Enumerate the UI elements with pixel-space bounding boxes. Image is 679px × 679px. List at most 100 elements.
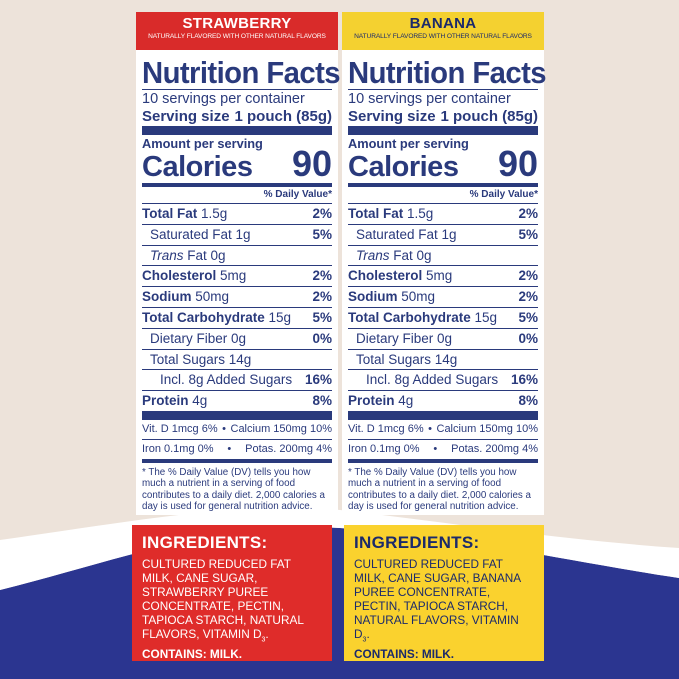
ingredients-end: . bbox=[265, 627, 269, 641]
carb-amount: 15g bbox=[474, 309, 498, 325]
ingredients-text: CULTURED REDUCED FAT MILK, CANE SUGAR, S… bbox=[142, 557, 322, 647]
total-fat-label: Total Fat bbox=[142, 206, 198, 221]
dietary-fiber-row: Dietary Fiber 0g 0% bbox=[348, 327, 538, 349]
ingredients-box: INGREDIENTS: CULTURED REDUCED FAT MILK, … bbox=[132, 525, 332, 661]
strawberry-label: STRAWBERRY NATURALLY FLAVORED WITH OTHER… bbox=[132, 12, 341, 661]
vitd: Vit. D 1mcg 6% bbox=[142, 422, 218, 435]
ingredients-text: CULTURED REDUCED FAT MILK, CANE SUGAR, B… bbox=[354, 557, 521, 641]
daily-value-header: % Daily Value* bbox=[263, 189, 332, 200]
trans-fat-row: Trans Fat 0g bbox=[142, 244, 332, 266]
divider bbox=[142, 438, 332, 440]
trans-fat-rest: Fat 0g bbox=[393, 247, 432, 263]
fiber: Dietary Fiber 0g bbox=[150, 330, 247, 346]
ingredients-sub: 3 bbox=[261, 636, 266, 644]
potassium: Potas. 200mg 4% bbox=[245, 442, 332, 455]
sugars: Total Sugars 14g bbox=[356, 351, 458, 367]
cholesterol-row: Cholesterol 5mg 2% bbox=[142, 265, 332, 286]
flavor-name: STRAWBERRY bbox=[182, 15, 292, 32]
nutrition-facts-panel: Nutrition Facts 10 servings per containe… bbox=[342, 50, 547, 515]
sat-fat-dv: 5% bbox=[312, 226, 332, 242]
flavor-subtitle: NATURALLY FLAVORED WITH OTHER NATURAL FL… bbox=[354, 33, 532, 40]
bullet: • bbox=[227, 442, 232, 455]
daily-value-footnote: * The % Daily Value (DV) tells you how m… bbox=[142, 466, 325, 513]
divider bbox=[142, 458, 332, 463]
vitamins-row-1: Vit. D 1mcg 6% • Calcium 150mg 10% bbox=[142, 420, 332, 439]
amount-per-serving: Amount per serving bbox=[348, 136, 469, 151]
total-fat-amount: 1.5g bbox=[407, 206, 434, 221]
vitd: Vit. D 1mcg 6% bbox=[348, 422, 424, 435]
protein-row: Protein 4g 8% bbox=[142, 390, 332, 411]
serving-size-label: Serving size bbox=[348, 108, 436, 125]
cholesterol-amount: 5mg bbox=[426, 268, 453, 284]
cholesterol-amount: 5mg bbox=[220, 268, 247, 284]
vitamins-row-1: Vit. D 1mcg 6% • Calcium 150mg 10% bbox=[348, 420, 538, 439]
total-fat-row: Total Fat 1.5g 2% bbox=[348, 203, 538, 224]
calories-label: Calories bbox=[142, 151, 253, 183]
nutrition-facts-title: Nutrition Facts bbox=[348, 56, 547, 90]
added-sugars: Incl. 8g Added Sugars bbox=[160, 372, 293, 388]
added-sugars-dv: 16% bbox=[304, 372, 332, 388]
carb-dv: 5% bbox=[518, 309, 538, 325]
fiber-dv: 0% bbox=[312, 330, 332, 346]
sodium-label: Sodium bbox=[348, 289, 398, 305]
carb-amount: 15g bbox=[268, 309, 292, 325]
divider bbox=[142, 126, 332, 135]
total-carbohydrate-row: Total Carbohydrate 15g 5% bbox=[142, 306, 332, 328]
sodium-amount: 50mg bbox=[401, 289, 436, 305]
vitamins-row-2: Iron 0.1mg 0% • Potas. 200mg 4% bbox=[348, 440, 538, 459]
divider bbox=[142, 410, 332, 420]
protein-amount: 4g bbox=[398, 393, 414, 409]
bullet: • bbox=[428, 422, 432, 435]
serving-size-row: Serving size 1 pouch (85g) bbox=[348, 108, 538, 126]
total-carbohydrate-row: Total Carbohydrate 15g 5% bbox=[348, 306, 538, 328]
divider bbox=[348, 89, 538, 90]
protein-label: Protein bbox=[348, 393, 395, 409]
added-sugars-row: Incl. 8g Added Sugars 16% bbox=[142, 369, 332, 390]
allergen-contains: CONTAINS: MILK. bbox=[142, 647, 243, 662]
total-fat-amount: 1.5g bbox=[201, 206, 228, 221]
protein-row: Protein 4g 8% bbox=[348, 390, 538, 411]
fiber: Dietary Fiber 0g bbox=[356, 330, 453, 346]
flavor-subtitle: NATURALLY FLAVORED WITH OTHER NATURAL FL… bbox=[148, 33, 326, 40]
cholesterol-label: Cholesterol bbox=[142, 268, 217, 284]
divider bbox=[348, 410, 538, 420]
protein-dv: 8% bbox=[312, 393, 332, 409]
saturated-fat-row: Saturated Fat 1g 5% bbox=[348, 223, 538, 245]
ingredients-heading: INGREDIENTS: bbox=[354, 533, 480, 552]
carb-dv: 5% bbox=[312, 309, 332, 325]
divider bbox=[348, 458, 538, 463]
servings-per-container: 10 servings per container bbox=[348, 91, 511, 107]
ingredients-text: CULTURED REDUCED FAT MILK, CANE SUGAR, S… bbox=[142, 557, 304, 641]
sat-fat-dv: 5% bbox=[518, 226, 538, 242]
calories-row: Calories 90 bbox=[142, 143, 332, 184]
bullet: • bbox=[433, 442, 438, 455]
calories-value: 90 bbox=[291, 143, 332, 184]
sodium-row: Sodium 50mg 2% bbox=[348, 286, 538, 307]
flavor-name: BANANA bbox=[409, 15, 477, 32]
sodium-amount: 50mg bbox=[195, 289, 230, 305]
protein-amount: 4g bbox=[192, 393, 208, 409]
nutrition-facts-panel: Nutrition Facts 10 servings per containe… bbox=[136, 50, 341, 515]
ingredients-end: . bbox=[366, 627, 370, 641]
daily-value-footnote: * The % Daily Value (DV) tells you how m… bbox=[348, 466, 531, 513]
ingredients-sub: 3 bbox=[362, 636, 367, 644]
amount-per-serving: Amount per serving bbox=[142, 136, 263, 151]
potassium: Potas. 200mg 4% bbox=[451, 442, 538, 455]
ingredients-box: INGREDIENTS: CULTURED REDUCED FAT MILK, … bbox=[344, 525, 544, 661]
serving-size-value: 1 pouch (85g) bbox=[234, 108, 332, 125]
daily-value-header: % Daily Value* bbox=[469, 189, 538, 200]
added-sugars-row: Incl. 8g Added Sugars 16% bbox=[348, 369, 538, 390]
sat-fat: Saturated Fat 1g bbox=[356, 226, 457, 242]
cholesterol-row: Cholesterol 5mg 2% bbox=[348, 265, 538, 286]
calcium: Calcium 150mg 10% bbox=[230, 422, 333, 435]
carb-label: Total Carbohydrate bbox=[348, 309, 471, 325]
ingredients-heading: INGREDIENTS: bbox=[142, 533, 268, 552]
protein-label: Protein bbox=[142, 393, 189, 409]
allergen-contains: CONTAINS: MILK. bbox=[354, 647, 455, 662]
total-fat-row: Total Fat 1.5g 2% bbox=[142, 203, 332, 224]
calcium: Calcium 150mg 10% bbox=[436, 422, 539, 435]
trans-fat-rest: Fat 0g bbox=[187, 247, 226, 263]
total-sugars-row: Total Sugars 14g bbox=[348, 348, 538, 370]
saturated-fat-row: Saturated Fat 1g 5% bbox=[142, 223, 332, 245]
